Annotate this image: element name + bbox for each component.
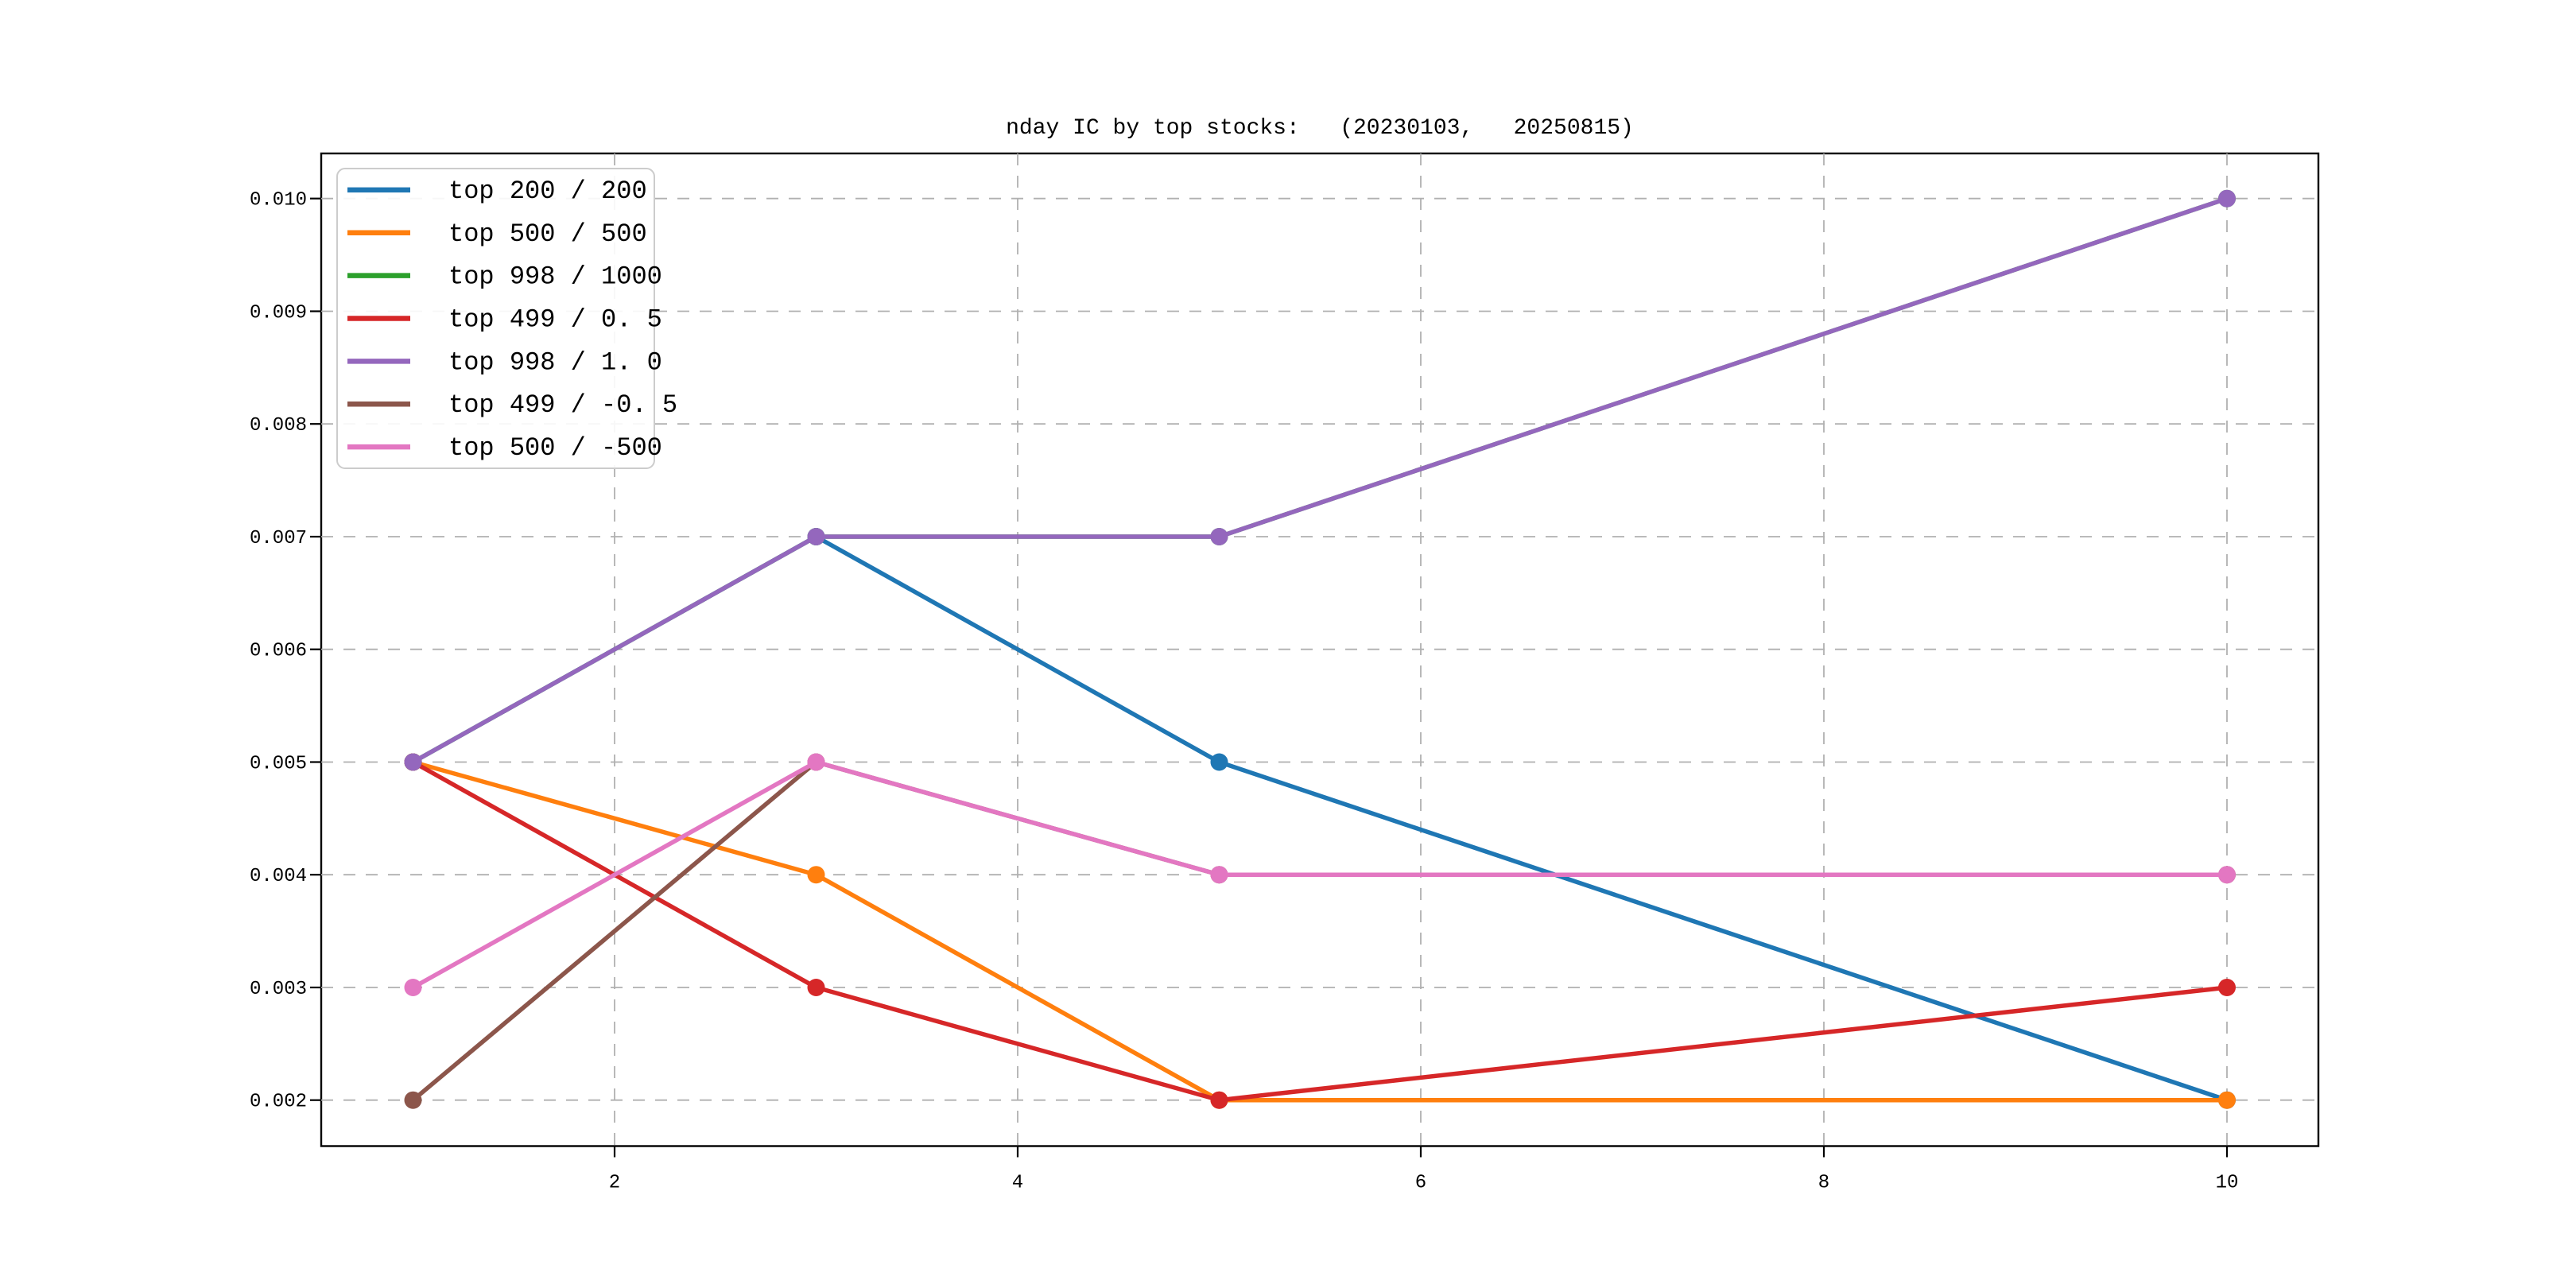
svg-text:0.003: 0.003: [250, 979, 307, 1000]
svg-text:top 500 / -500: top 500 / -500: [448, 433, 662, 463]
svg-text:10: 10: [2216, 1173, 2239, 1194]
svg-text:4: 4: [1012, 1173, 1023, 1194]
svg-text:6: 6: [1415, 1173, 1426, 1194]
svg-text:0.002: 0.002: [250, 1092, 307, 1113]
svg-text:0.005: 0.005: [250, 754, 307, 775]
svg-text:top 998 / 1. 0: top 998 / 1. 0: [448, 347, 662, 377]
svg-text:2: 2: [609, 1173, 620, 1194]
svg-text:top 499 / 0. 5: top 499 / 0. 5: [448, 305, 662, 335]
svg-text:0.009: 0.009: [250, 303, 307, 324]
svg-text:0.010: 0.010: [250, 190, 307, 211]
svg-text:nday IC by top stocks: (2023: nday IC by top stocks: (20230103, 202508…: [1006, 116, 1634, 141]
svg-text:0.007: 0.007: [250, 528, 307, 549]
svg-text:top 200 / 200: top 200 / 200: [448, 177, 647, 206]
svg-text:top 500 / 500: top 500 / 500: [448, 219, 647, 249]
svg-text:top 499 / -0. 5: top 499 / -0. 5: [448, 390, 677, 420]
svg-text:0.006: 0.006: [250, 641, 307, 662]
svg-text:8: 8: [1818, 1173, 1829, 1194]
svg-text:0.004: 0.004: [250, 866, 307, 887]
svg-text:0.008: 0.008: [250, 415, 307, 436]
svg-text:top 998 / 1000: top 998 / 1000: [448, 262, 662, 292]
